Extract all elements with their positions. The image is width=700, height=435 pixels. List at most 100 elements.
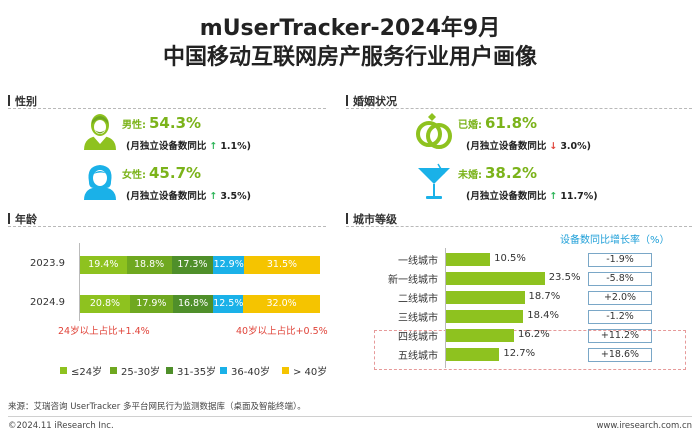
city-bar xyxy=(446,272,545,285)
male-share: 男性: 54.3% xyxy=(122,114,201,132)
age-bar-segment: 19.4% xyxy=(80,256,127,274)
legend-item: > 40岁 xyxy=(282,363,327,378)
single-change-value: 11.7%) xyxy=(560,191,598,202)
legend-item: 25-30岁 xyxy=(110,363,160,378)
up-arrow-icon: ↑ xyxy=(209,141,218,152)
page-title: mUserTracker-2024年9月 xyxy=(199,16,501,41)
growth-rate-box: +2.0% xyxy=(588,291,652,305)
age-bar-segment: 16.8% xyxy=(172,295,214,313)
divider xyxy=(8,226,326,227)
married-change-value: 3.0%) xyxy=(560,141,592,152)
page-subtitle: 中国移动互联网房产服务行业用户画像 xyxy=(162,45,537,70)
divider xyxy=(346,108,692,109)
city-bar xyxy=(446,329,515,342)
up-arrow-icon: ↑ xyxy=(549,191,558,202)
growth-title: 设备数同比增长率（%） xyxy=(560,235,670,246)
section-marital-label: 婚姻状况 xyxy=(346,93,397,109)
legend-swatch xyxy=(166,367,173,374)
website: www.iresearch.com.cn xyxy=(596,421,692,431)
divider xyxy=(8,108,326,109)
legend-swatch xyxy=(282,367,289,374)
married-value: 61.8% xyxy=(485,114,538,132)
female-change-value: 3.5%) xyxy=(220,191,252,202)
age-bar-segment: 17.9% xyxy=(129,295,173,313)
city-category-label: 三线城市 xyxy=(398,313,438,324)
age-note-left: 24岁以上占比+1.4% xyxy=(58,326,150,337)
up-arrow-icon: ↑ xyxy=(209,191,218,202)
down-arrow-icon: ↓ xyxy=(549,141,558,152)
male-person-icon xyxy=(84,114,116,150)
married-label: 已婚: xyxy=(458,120,482,131)
city-category-label: 五线城市 xyxy=(398,351,438,362)
legend-swatch xyxy=(60,367,67,374)
highlight-box xyxy=(374,330,686,370)
legend-label: > 40岁 xyxy=(293,367,328,378)
growth-rate-box: -5.8% xyxy=(588,272,652,286)
city-category-label: 二线城市 xyxy=(398,294,438,305)
legend-item: 31-35岁 xyxy=(166,363,216,378)
age-bar-segment: 31.5% xyxy=(244,256,320,274)
city-value-label: 23.5% xyxy=(548,272,581,283)
growth-rate-box: -1.9% xyxy=(588,253,652,267)
age-bar-segment: 20.8% xyxy=(80,295,130,313)
city-value-label: 16.2% xyxy=(518,329,550,340)
legend-item: 36-40岁 xyxy=(220,363,270,378)
married-change-label: (月独立设备数同比 xyxy=(466,141,547,152)
single-label: 未婚: xyxy=(458,170,482,181)
age-bar-segment: 12.9% xyxy=(213,256,245,274)
legend-swatch xyxy=(110,367,117,374)
legend-item: ≤24岁 xyxy=(60,363,102,378)
female-value: 45.7% xyxy=(149,164,202,182)
city-bar xyxy=(446,310,524,323)
growth-rate-box: -1.2% xyxy=(588,310,652,324)
city-value-label: 10.5% xyxy=(494,253,526,264)
wedding-rings-icon xyxy=(416,113,452,149)
age-bar-segment: 32.0% xyxy=(243,295,320,313)
legend-label: ≤24岁 xyxy=(71,367,103,378)
city-axis-line xyxy=(445,248,446,368)
divider xyxy=(346,226,692,227)
single-value: 38.2% xyxy=(485,164,538,182)
age-axis-line xyxy=(79,243,80,321)
age-bar-segment: 17.3% xyxy=(171,256,214,274)
city-value-label: 18.4% xyxy=(527,310,560,321)
female-share: 女性: 45.7% xyxy=(122,164,201,182)
growth-rate-box: +11.2% xyxy=(588,329,652,343)
age-category-label: 2023.9 xyxy=(30,258,65,269)
female-change: (月独立设备数同比 ↑ 3.5%) xyxy=(126,188,251,202)
footer-divider xyxy=(8,416,692,417)
age-category-label: 2024.9 xyxy=(30,297,65,308)
married-change: (月独立设备数同比 ↓ 3.0%) xyxy=(466,138,591,152)
male-label: 男性: xyxy=(122,120,146,131)
source-note: 来源：艾瑞咨询 UserTracker 多平台网民行为监测数据库（桌面及智能终端… xyxy=(8,402,306,412)
copyright: ©2024.11 iResearch Inc. xyxy=(8,421,114,431)
cocktail-glass-icon xyxy=(418,163,450,199)
legend-label: 36-40岁 xyxy=(231,367,271,378)
male-value: 54.3% xyxy=(149,114,202,132)
city-value-label: 18.7% xyxy=(528,291,561,302)
married-share: 已婚: 61.8% xyxy=(458,114,537,132)
legend-label: 31-35岁 xyxy=(177,367,217,378)
single-share: 未婚: 38.2% xyxy=(458,164,537,182)
single-change-label: (月独立设备数同比 xyxy=(466,191,547,202)
city-category-label: 新一线城市 xyxy=(388,275,438,286)
growth-rate-box: +18.6% xyxy=(588,348,652,362)
section-gender-label: 性别 xyxy=(8,93,37,109)
city-category-label: 四线城市 xyxy=(398,332,438,343)
male-change-value: 1.1%) xyxy=(220,141,252,152)
city-bar xyxy=(446,253,491,266)
single-change: (月独立设备数同比 ↑ 11.7%) xyxy=(466,188,598,202)
female-person-icon xyxy=(84,165,116,200)
age-bar-segment: 12.5% xyxy=(213,295,243,313)
legend-label: 25-30岁 xyxy=(121,367,161,378)
city-category-label: 一线城市 xyxy=(398,256,438,267)
age-bar-segment: 18.8% xyxy=(126,256,172,274)
section-city-label: 城市等级 xyxy=(346,211,397,227)
male-change: (月独立设备数同比 ↑ 1.1%) xyxy=(126,138,251,152)
legend-swatch xyxy=(220,367,227,374)
male-change-label: (月独立设备数同比 xyxy=(126,141,207,152)
city-bar xyxy=(446,348,500,361)
section-age-label: 年龄 xyxy=(8,211,37,227)
city-value-label: 12.7% xyxy=(503,348,536,359)
city-bar xyxy=(446,291,525,304)
